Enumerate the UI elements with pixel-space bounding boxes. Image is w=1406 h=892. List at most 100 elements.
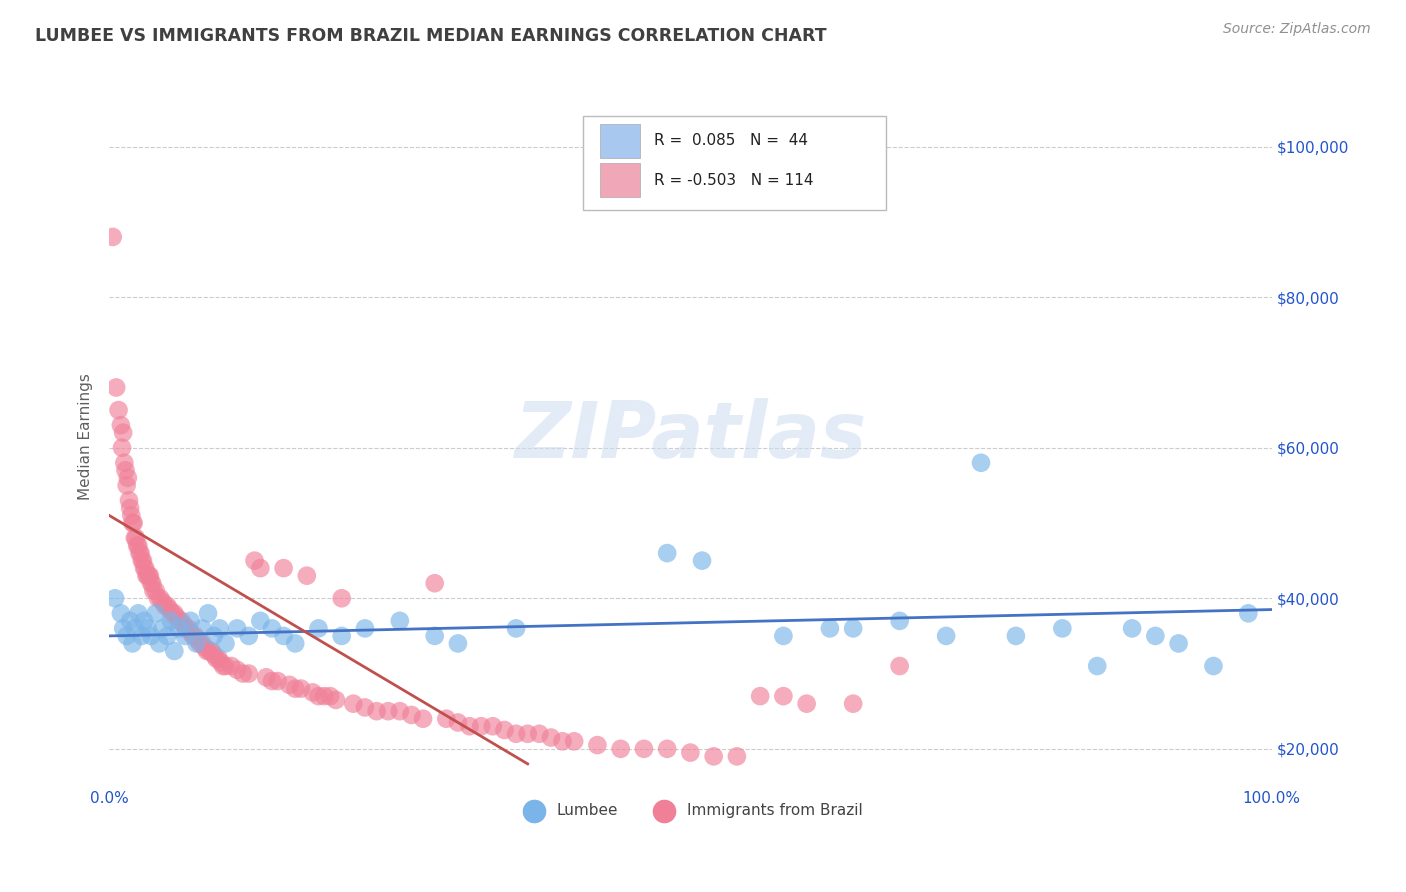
Point [889, 659, 911, 673]
Point [273, 629, 295, 643]
Point [354, 700, 377, 714]
Point [163, 607, 186, 621]
Point [260, 674, 283, 689]
Point [494, 723, 516, 737]
Text: LUMBEE VS IMMIGRANTS FROM BRAZIL MEDIAN EARNINGS CORRELATION CHART: LUMBEE VS IMMIGRANTS FROM BRAZIL MEDIAN … [35, 27, 827, 45]
Point [129, 546, 152, 560]
Point [679, 746, 702, 760]
Point [173, 617, 195, 632]
Point [267, 674, 290, 689]
Point [128, 546, 150, 560]
Point [167, 621, 190, 635]
Point [690, 554, 713, 568]
Point [139, 576, 162, 591]
Point [749, 689, 772, 703]
Point [121, 636, 143, 650]
Point [301, 685, 323, 699]
Point [145, 583, 167, 598]
Point [184, 629, 207, 643]
Point [120, 508, 142, 523]
Point [209, 655, 232, 669]
Point [114, 463, 136, 477]
Point [260, 621, 283, 635]
Point [319, 689, 342, 703]
Point [198, 644, 221, 658]
Point [842, 697, 865, 711]
Point [208, 621, 231, 635]
Point [284, 636, 307, 650]
Point [434, 712, 457, 726]
Point [796, 697, 818, 711]
Point [214, 659, 236, 673]
Point [970, 456, 993, 470]
Point [551, 734, 574, 748]
Point [249, 614, 271, 628]
Point [127, 539, 149, 553]
Point [191, 636, 214, 650]
Point [110, 607, 132, 621]
Point [325, 693, 347, 707]
Point [295, 568, 318, 582]
Point [540, 731, 562, 745]
Point [202, 629, 225, 643]
Point [238, 666, 260, 681]
Point [330, 629, 353, 643]
Point [115, 629, 138, 643]
Point [152, 621, 174, 635]
Point [107, 403, 129, 417]
Point [193, 640, 215, 655]
Point [152, 595, 174, 609]
Point [889, 614, 911, 628]
Point [314, 689, 336, 703]
Point [163, 644, 186, 658]
Y-axis label: Median Earnings: Median Earnings [79, 373, 93, 500]
Point [330, 591, 353, 606]
Point [118, 493, 141, 508]
Point [200, 644, 222, 658]
Point [160, 607, 183, 621]
Point [703, 749, 725, 764]
Point [136, 621, 159, 635]
Point [470, 719, 492, 733]
Point [139, 568, 162, 582]
Point [160, 614, 183, 628]
Point [366, 704, 388, 718]
Point [138, 568, 160, 582]
Point [1144, 629, 1167, 643]
Point [112, 425, 135, 440]
Point [145, 607, 167, 621]
Point [278, 678, 301, 692]
Point [1167, 636, 1189, 650]
Point [1237, 607, 1260, 621]
Point [423, 576, 446, 591]
Point [136, 568, 159, 582]
Point [112, 621, 135, 635]
Point [458, 719, 481, 733]
Point [127, 539, 149, 553]
Point [842, 621, 865, 635]
Point [772, 629, 794, 643]
Point [134, 561, 156, 575]
Point [1085, 659, 1108, 673]
Point [131, 629, 153, 643]
Point [111, 441, 134, 455]
Point [1121, 621, 1143, 635]
Point [187, 632, 209, 647]
Point [562, 734, 585, 748]
Point [131, 554, 153, 568]
Point [191, 621, 214, 635]
Point [115, 478, 138, 492]
Point [202, 648, 225, 662]
Point [120, 614, 142, 628]
Point [657, 546, 679, 560]
Point [290, 681, 312, 696]
Point [214, 636, 236, 650]
Point [725, 749, 748, 764]
Point [127, 607, 149, 621]
Point [412, 712, 434, 726]
Point [273, 561, 295, 575]
Text: R =  0.085   N =  44: R = 0.085 N = 44 [654, 134, 808, 148]
Point [120, 500, 142, 515]
Point [139, 629, 162, 643]
Point [170, 614, 193, 628]
